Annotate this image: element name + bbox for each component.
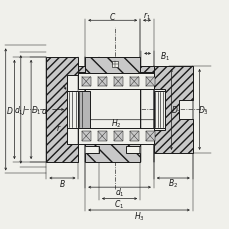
Bar — [113, 132, 122, 141]
Text: $C_1$: $C_1$ — [114, 197, 124, 210]
Polygon shape — [46, 58, 78, 162]
Text: $D$: $D$ — [5, 104, 13, 115]
Bar — [129, 77, 138, 87]
Bar — [78, 67, 153, 72]
Text: $H_2$: $H_2$ — [110, 117, 121, 130]
Text: $B$: $B$ — [59, 177, 65, 188]
Text: $D_1$: $D_1$ — [31, 104, 41, 116]
Bar — [153, 92, 165, 128]
Text: $d$: $d$ — [41, 104, 47, 115]
Bar — [112, 62, 118, 68]
Bar — [78, 74, 153, 90]
Bar — [113, 77, 122, 87]
Polygon shape — [153, 67, 192, 153]
Text: $C$: $C$ — [109, 11, 116, 22]
Text: $r_1$: $r_1$ — [142, 11, 150, 22]
Bar — [85, 80, 139, 139]
Polygon shape — [85, 139, 139, 162]
Bar — [129, 132, 138, 141]
Text: $B_1$: $B_1$ — [159, 50, 169, 63]
Text: $H_3$: $H_3$ — [133, 210, 144, 222]
Bar — [145, 132, 154, 141]
Polygon shape — [85, 58, 139, 90]
Bar — [82, 132, 90, 141]
Bar — [97, 77, 106, 87]
Text: $J$: $J$ — [21, 104, 26, 116]
Bar — [78, 128, 153, 144]
Text: $D_2$: $D_2$ — [170, 104, 181, 116]
Text: $r$: $r$ — [56, 122, 62, 132]
Text: $D_3$: $D_3$ — [197, 104, 208, 116]
Text: $d_1$: $d_1$ — [114, 186, 124, 198]
Bar — [78, 92, 90, 128]
Bar — [145, 77, 154, 87]
Bar — [82, 77, 90, 87]
Text: $B_2$: $B_2$ — [167, 177, 177, 189]
Bar — [67, 92, 85, 128]
Bar — [97, 132, 106, 141]
Text: $d_1$: $d_1$ — [14, 104, 24, 116]
